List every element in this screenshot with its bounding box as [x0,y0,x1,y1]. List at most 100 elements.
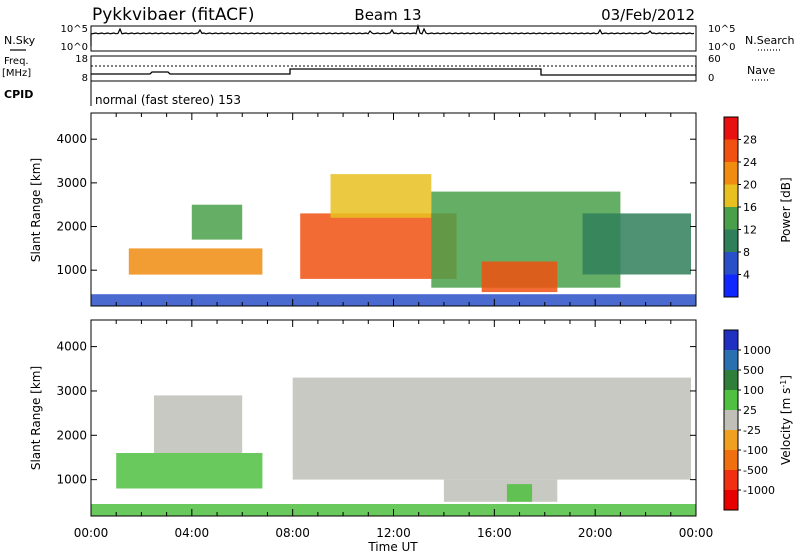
velocity-colorbar-segment [724,470,738,490]
date-label: 03/Feb/2012 [601,6,695,24]
figure-title: Pykkvibaer (fitACF) [92,5,254,25]
x-tick-label: 12:00 [376,526,411,540]
velocity-label-close: ] [779,375,793,380]
velocity-colorbar-segment [724,430,738,450]
velocity-colorbar-segment [724,330,738,350]
velocity-region-3 [443,479,558,502]
beam-label: Beam 13 [354,6,421,24]
power-colorbar-segment [724,229,738,252]
nsearch-label: N.Search [745,34,795,47]
power-region-1 [191,204,243,240]
power-colorbar-label-item: 24 [743,156,757,169]
x-tick-label: 08:00 [275,526,310,540]
power-x-ticks [90,113,697,306]
velocity-colorbar-segment [724,390,738,410]
y-tick-label: 1000 [56,263,87,277]
power-region-0 [128,248,263,275]
power-region-6 [582,213,691,275]
power-region-3 [330,174,432,218]
nsky-left-bottom-tick: 10^0 [61,42,88,53]
power-colorbar-segment [724,139,738,162]
nsky-panel: N.Sky 10^5 10^0 10^5 10^0 N.Search [4,23,795,53]
velocity-colorbar-segment [724,450,738,470]
velocity-region-4 [506,484,533,502]
freq-top-tick: 18 [75,54,88,65]
y-tick-label: 2000 [56,220,87,234]
power-colorbar-label-item: 8 [743,246,750,259]
power-colorbar-label-item: 16 [743,201,757,214]
velocity-label-main: Velocity [m s [779,388,793,465]
nsky-left-top-tick: 10^5 [61,24,88,35]
velocity-colorbar-label-item: -100 [743,444,768,457]
power-colorbar-label-item: 20 [743,179,757,192]
freq-trace [91,68,696,76]
freq-label: Freq. [4,56,29,67]
velocity-colorbar-label: Velocity [m s-1] [779,375,793,465]
nsky-right-bottom-tick: 10^0 [708,42,735,53]
x-tick-label: 16:00 [477,526,512,540]
nave-bottom-tick: 0 [708,73,714,84]
power-colorbar-segment [724,184,738,207]
power-colorbar-label: Power [dB] [779,177,793,242]
freq-frame [90,55,697,82]
y-tick-label: 4000 [56,132,87,146]
velocity-colorbar: 1000 500 100 25 -25 -100 -500 -1000 [723,329,775,511]
power-colorbar-segment [724,207,738,230]
x-tick-label: 04:00 [175,526,210,540]
x-tick-labels: 00:00 04:00 08:00 12:00 16:00 20:00 00:00 [74,526,714,540]
x-axis-label: Time UT [367,540,418,554]
power-region-2 [300,213,457,279]
power-y-axis-label: Slant Range [km] [29,158,43,262]
cpid-panel: CPID normal (fast stereo) 153 [4,81,241,107]
velocity-x-ticks [90,320,697,516]
x-tick-label: 20:00 [578,526,613,540]
power-colorbar-segment [724,274,738,297]
nsky-trace [90,23,695,46]
y-tick-label: 4000 [56,340,87,354]
velocity-colorbar-label-item: 25 [743,404,757,417]
cpid-text: normal (fast stereo) 153 [95,93,241,107]
freq-bottom-tick: 8 [82,73,88,84]
velocity-region-2 [292,377,691,480]
freq-unit-label: [MHz] [2,68,31,79]
power-region-5 [481,261,558,293]
velocity-colorbar-frame [723,329,739,511]
nsky-label: N.Sky [4,34,36,47]
power-colorbar-label-item: 4 [743,269,750,282]
velocity-y-ticks: 1000 2000 3000 4000 [56,340,696,487]
velocity-colorbar-label-item: -25 [743,424,761,437]
freq-panel: Freq. [MHz] 18 8 60 0 Nave [2,54,775,84]
power-colorbar-segment [724,117,738,140]
power-colorbar-label-item: 28 [743,134,757,147]
velocity-region-0 [116,453,263,489]
velocity-y-axis-label: Slant Range [km] [29,366,43,470]
velocity-region-1 [154,395,243,453]
velocity-colorbar-segment [724,350,738,370]
power-colorbar: 4 8 12 16 20 24 28 [723,116,757,298]
velocity-colorbar-label-item: -1000 [743,484,775,497]
y-tick-label: 2000 [56,428,87,442]
y-tick-label: 1000 [56,473,87,487]
nave-label: Nave [747,64,775,77]
power-colorbar-segment [724,252,738,275]
nsky-frame [90,25,697,52]
y-tick-label: 3000 [56,176,87,190]
cpid-label: CPID [4,88,33,101]
velocity-colorbar-label-item: -500 [743,464,768,477]
power-colorbar-segment [724,162,738,185]
velocity-colorbar-segment [724,490,738,510]
velocity-colorbar-segment [724,410,738,430]
velocity-colorbar-label-item: 100 [743,384,764,397]
power-y-ticks: 1000 2000 3000 4000 [56,132,696,277]
nsky-right-top-tick: 10^5 [708,24,735,35]
power-data-marks [91,174,696,306]
velocity-colorbar-label-item: 1000 [743,344,771,357]
x-tick-label: 00:00 [679,526,714,540]
velocity-colorbar-segment [724,370,738,390]
power-colorbar-label-item: 12 [743,224,757,237]
power-plot: 1000 2000 3000 4000 Slant Range [km] [29,112,697,307]
nave-top-tick: 60 [708,54,721,65]
x-tick-label: 00:00 [74,526,109,540]
velocity-colorbar-label-item: 500 [743,364,764,377]
